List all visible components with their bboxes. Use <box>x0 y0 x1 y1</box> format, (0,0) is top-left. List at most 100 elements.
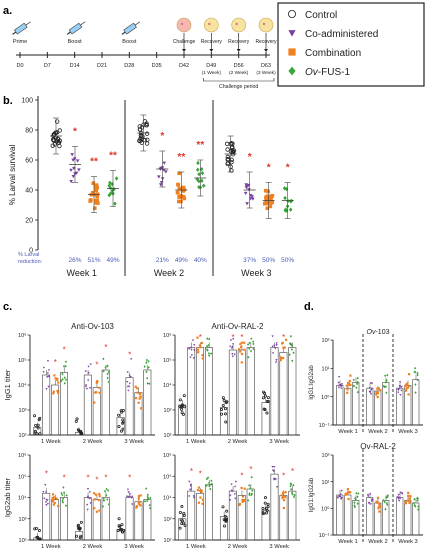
survival-point <box>54 119 60 124</box>
significance-star: * <box>104 474 107 483</box>
legend-marker-square <box>288 48 296 56</box>
titer-point <box>385 391 388 395</box>
titer-point <box>290 348 293 351</box>
titer-point <box>46 360 50 363</box>
titer-point <box>84 385 88 388</box>
survival-point <box>113 201 117 206</box>
titer-bar <box>60 497 68 541</box>
titer-point <box>178 510 182 514</box>
titer-point <box>279 356 282 359</box>
titer-point <box>199 489 202 492</box>
titer-point <box>42 371 45 374</box>
x-tick-label: 1 Week <box>41 544 61 550</box>
significance-star: * <box>282 471 285 480</box>
titer-point <box>37 529 41 533</box>
titer-point <box>78 536 82 540</box>
significance-star: * <box>63 474 66 483</box>
x-tick-label: 3 Week <box>124 439 144 445</box>
titer-point <box>274 361 278 364</box>
survival-point <box>265 206 270 211</box>
titer-point <box>122 528 126 532</box>
survival-point <box>244 183 249 187</box>
titer-point <box>134 385 137 388</box>
titer-point <box>200 341 204 345</box>
y-tick-label: 10² <box>322 453 330 459</box>
titer-point <box>386 503 389 507</box>
titer-point <box>284 495 287 499</box>
titer-point <box>45 388 48 391</box>
titer-point <box>404 500 407 504</box>
titer-point <box>346 381 350 385</box>
titer-point <box>397 388 400 391</box>
titer-point <box>248 484 251 487</box>
titer-point <box>208 481 211 485</box>
titer-point <box>339 498 343 501</box>
y-tick-label: 10⁶ <box>163 332 171 339</box>
y-tick-label: 10³ <box>19 408 27 414</box>
titer-point <box>42 490 45 493</box>
titer-point <box>234 480 238 483</box>
titer-point <box>138 397 141 400</box>
titer-point <box>88 387 92 390</box>
titer-point <box>250 337 253 340</box>
titer-point <box>56 378 59 381</box>
survival-point <box>144 121 149 126</box>
survival-point <box>176 183 180 187</box>
titer-point <box>64 360 68 364</box>
survival-point <box>93 188 98 192</box>
x-tick-label: 3 Week <box>124 544 144 550</box>
titer-point <box>145 487 148 490</box>
titer-point <box>146 382 149 385</box>
titer-point <box>241 498 244 502</box>
titer-point <box>414 505 417 508</box>
significance-star: * <box>282 333 285 342</box>
titer-bar <box>92 387 101 436</box>
titer-point <box>339 493 342 496</box>
titer-point <box>223 514 227 518</box>
titer-point <box>408 501 411 504</box>
timeline-day-label: D49 <box>206 63 216 69</box>
significance-star: * <box>267 163 271 174</box>
legend-label: Ov-FUS-1 <box>305 67 350 78</box>
y-tick-label: 10³ <box>164 517 172 523</box>
titer-point <box>138 500 141 504</box>
titer-point <box>84 384 88 387</box>
titer-point <box>121 420 125 424</box>
y-axis-label: IgG1:IgG2ab <box>309 477 315 512</box>
titer-point <box>383 500 386 504</box>
titer-point <box>102 497 105 501</box>
titer-point <box>398 381 402 384</box>
survival-point <box>94 183 99 187</box>
survival-point <box>269 195 274 200</box>
titer-point <box>137 495 141 498</box>
titer-point <box>356 502 359 505</box>
y-tick-label: 10⁻¹ <box>319 533 330 539</box>
titer-point <box>197 486 201 489</box>
survival-point <box>225 147 230 152</box>
titer-point <box>146 493 149 497</box>
significance-star: ** <box>177 152 185 163</box>
titer-point <box>356 495 359 499</box>
titer-point <box>231 345 234 348</box>
titer-point <box>292 495 296 499</box>
titer-bar <box>366 387 374 426</box>
titer-point <box>349 491 352 494</box>
syringe-barrel <box>68 22 83 35</box>
titer-point <box>408 499 411 502</box>
titer-point <box>272 352 275 355</box>
titer-point <box>348 379 351 383</box>
titer-point <box>225 509 229 513</box>
titer-point <box>271 345 274 348</box>
titer-point <box>369 393 373 396</box>
titer-point <box>336 496 339 499</box>
y-axis-label: IgG2ab titer <box>3 477 12 517</box>
titer-point <box>75 534 79 538</box>
titer-point <box>196 489 199 492</box>
titer-point <box>62 486 65 489</box>
titer-point <box>106 489 110 492</box>
y-tick-label: 10⁻¹ <box>319 423 330 429</box>
titer-point <box>87 372 90 375</box>
titer-point <box>229 499 232 502</box>
survival-point <box>159 183 163 187</box>
timeline-event-label: Challenge <box>173 39 196 45</box>
